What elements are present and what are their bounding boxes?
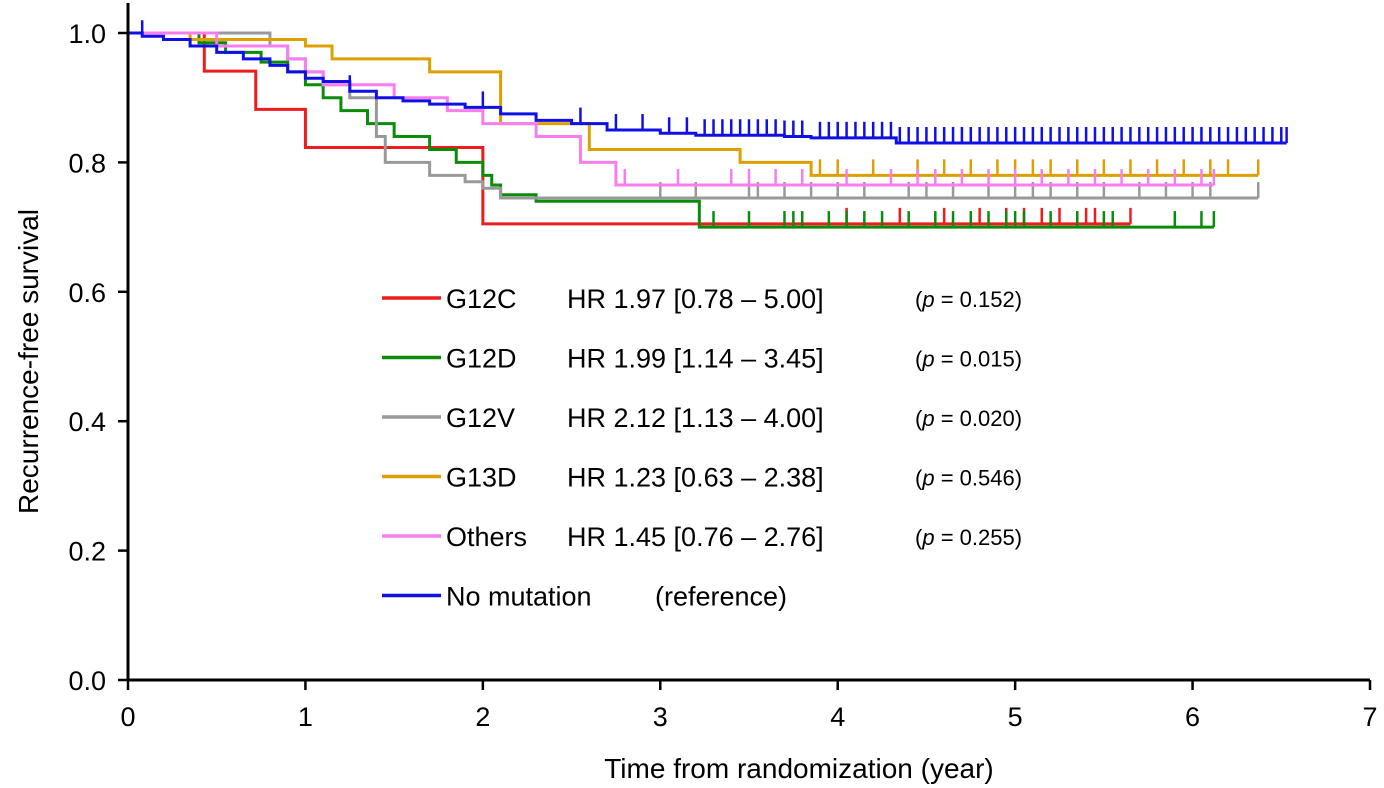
legend-series-name: G12D: [446, 344, 517, 374]
series-no-mutation: [128, 20, 1288, 145]
y-tick-label: 1.0: [68, 19, 106, 49]
x-tick-label: 5: [1008, 702, 1023, 732]
km-curve: [128, 31, 1259, 177]
km-curve: [128, 31, 1214, 187]
series-others: [128, 31, 1216, 187]
legend-p-value: (p = 0.015): [915, 347, 1022, 372]
x-tick-label: 2: [475, 702, 490, 732]
legend-series-name: G12C: [446, 284, 517, 314]
x-axis-title: Time from randomization (year): [604, 753, 994, 784]
legend-hr-text: HR 1.45 [0.76 – 2.76]: [567, 522, 824, 552]
legend-row: G12C HR 1.97 [0.78 – 5.00] (p = 0.152): [382, 284, 1022, 314]
x-tick-label: 3: [653, 702, 668, 732]
legend-series-name: G12V: [446, 403, 515, 433]
plot-area: [128, 20, 1288, 229]
y-tick-label: 0.0: [68, 666, 106, 696]
y-axis-ticks: 0.0 0.2 0.4 0.6 0.8 1.0: [68, 19, 128, 696]
axes: 0.0 0.2 0.4 0.6 0.8 1.0 0 1 2 3 4 5 6 7 Time from ra…: [13, 3, 1378, 784]
legend-p-value: (p = 0.152): [915, 287, 1022, 312]
y-tick-label: 0.4: [68, 407, 106, 437]
legend-row: G12D HR 1.99 [1.14 – 3.45] (p = 0.015): [382, 344, 1022, 374]
legend-hr-text: HR 1.99 [1.14 – 3.45]: [567, 344, 824, 374]
x-tick-label: 4: [830, 702, 845, 732]
y-axis-title: Recurrence-free survival: [13, 209, 44, 514]
legend-series-name: Others: [446, 522, 527, 552]
legend-row: G13D HR 1.23 [0.63 – 2.38] (p = 0.546): [382, 463, 1022, 493]
legend-row: No mutation (reference): [382, 582, 787, 612]
y-tick-label: 0.8: [68, 148, 106, 178]
legend: G12C HR 1.97 [0.78 – 5.00] (p = 0.152) G12D…: [382, 284, 1022, 612]
legend-hr-text: HR 2.12 [1.13 – 4.00]: [567, 403, 824, 433]
legend-p-value: (p = 0.255): [915, 525, 1022, 550]
series-g13d: [128, 31, 1260, 177]
legend-row: Others HR 1.45 [0.76 – 2.76] (p = 0.255): [382, 522, 1022, 552]
x-tick-label: 7: [1362, 702, 1377, 732]
x-tick-label: 0: [120, 702, 135, 732]
x-axis-ticks: 0 1 2 3 4 5 6 7: [120, 680, 1378, 732]
legend-series-name: G13D: [446, 463, 517, 493]
legend-hr-text: HR 1.23 [0.63 – 2.38]: [567, 463, 824, 493]
legend-reference-label: (reference): [655, 582, 787, 612]
legend-row: G12V HR 2.12 [1.13 – 4.00] (p = 0.020): [382, 403, 1022, 433]
km-curve: [128, 31, 1287, 145]
legend-p-value: (p = 0.546): [915, 466, 1022, 491]
legend-hr-text: HR 1.97 [0.78 – 5.00]: [567, 284, 824, 314]
legend-series-name: No mutation: [446, 582, 592, 612]
x-tick-label: 1: [298, 702, 313, 732]
legend-p-value: (p = 0.020): [915, 406, 1022, 431]
y-tick-label: 0.2: [68, 537, 106, 567]
x-tick-label: 6: [1185, 702, 1200, 732]
y-tick-label: 0.6: [68, 278, 106, 308]
